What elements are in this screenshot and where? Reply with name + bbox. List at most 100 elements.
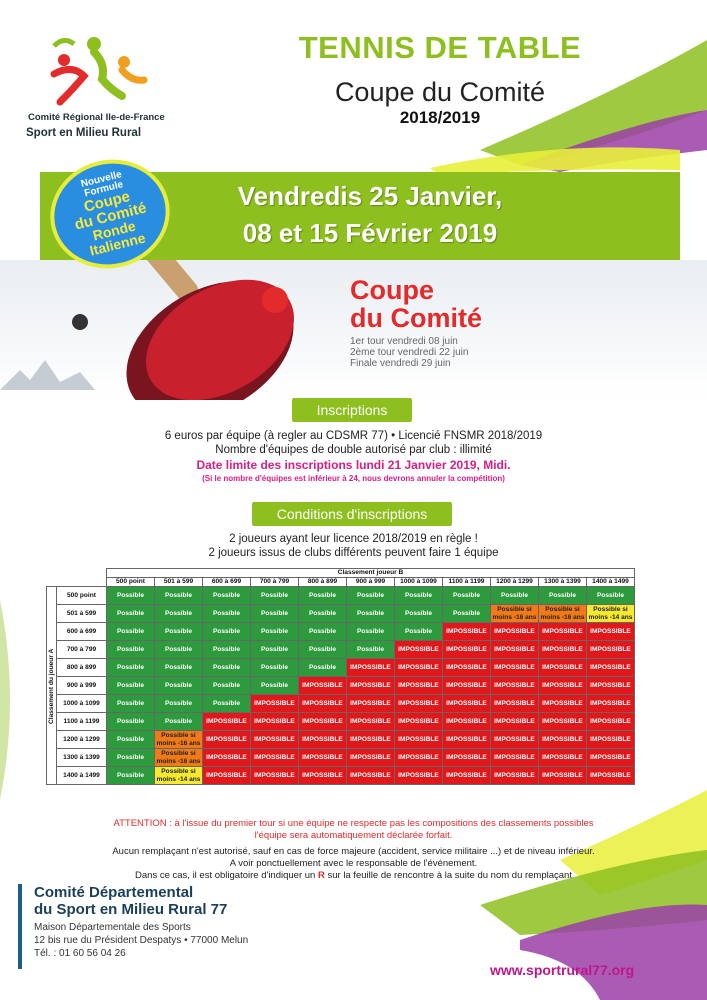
table-cell: Possible	[298, 604, 347, 623]
footer-org2: du Sport en Milieu Rural 77	[34, 901, 228, 918]
table-cell: Possible	[346, 586, 395, 605]
table-cell: Possible	[154, 694, 203, 713]
event-dates-line1: Vendredis 25 Janvier,	[237, 181, 503, 211]
logo-org-line1: Comité Régional Ile-de-France	[28, 112, 165, 123]
attention-line1: ATTENTION : à l'issue du premier tour si…	[113, 818, 594, 829]
row-header: 1400 à 1499	[56, 766, 107, 785]
row-header: 600 à 699	[56, 622, 107, 641]
website-link[interactable]: www.sportrural77.org	[490, 962, 635, 978]
poster-title1: Coupe	[350, 275, 434, 305]
table-cell: IMPOSSIBLE	[442, 748, 491, 767]
table-cell: IMPOSSIBLE	[490, 622, 539, 641]
table-cell: IMPOSSIBLE	[346, 748, 395, 767]
table-cell: IMPOSSIBLE	[202, 712, 251, 731]
row-header: 700 à 799	[56, 640, 107, 659]
deadline: Date limite des inscriptions lundi 21 Ja…	[196, 458, 511, 472]
table-cell: Possible	[250, 676, 299, 695]
table-cell: IMPOSSIBLE	[298, 676, 347, 695]
table-cell: IMPOSSIBLE	[442, 712, 491, 731]
table-cell: Possible	[538, 586, 587, 605]
table-cell: Possible	[202, 658, 251, 677]
table-cell: IMPOSSIBLE	[490, 658, 539, 677]
table-cell: IMPOSSIBLE	[586, 676, 635, 695]
table-cell: Possible	[250, 640, 299, 659]
attention-line2: l'équipe sera automatiquement déclarée f…	[254, 830, 453, 841]
rules-line2: A voir ponctuellement avec le responsabl…	[229, 858, 478, 869]
table-cell: IMPOSSIBLE	[394, 640, 443, 659]
logo-figures-icon	[50, 37, 148, 106]
conditions-text: 2 joueurs ayant leur licence 2018/2019 e…	[0, 532, 707, 560]
col-header: 900 à 999	[346, 577, 395, 587]
col-header: 1100 à 1199	[442, 577, 491, 587]
poster-title: Coupe du Comité	[350, 276, 482, 332]
col-title: Classement joueur B	[106, 568, 635, 578]
table-cell: IMPOSSIBLE	[442, 622, 491, 641]
row-header: 800 à 899	[56, 658, 107, 677]
row-title: Classement du joueur A	[46, 586, 57, 785]
table-cell: IMPOSSIBLE	[298, 694, 347, 713]
col-header: 1200 à 1299	[490, 577, 539, 587]
page-subtitle: Coupe du Comité	[334, 77, 546, 107]
poster-tour2: 2ème tour vendredi 22 juin	[350, 347, 469, 358]
table-cell: IMPOSSIBLE	[538, 640, 587, 659]
table-cell: IMPOSSIBLE	[586, 658, 635, 677]
table-cell: IMPOSSIBLE	[250, 712, 299, 731]
table-cell: Possible	[298, 640, 347, 659]
table-cell: Possible si moins -14 ans	[586, 604, 635, 623]
table-cell: Possible	[202, 640, 251, 659]
ranking-table: Classement joueur B 500 point 501 à 599 600…	[46, 568, 635, 785]
row-header: 1100 à 1199	[56, 712, 107, 731]
poster-tour1: 1er tour vendredi 08 juin	[350, 336, 458, 347]
table-cell: IMPOSSIBLE	[490, 748, 539, 767]
table-cell: Possible	[154, 676, 203, 695]
poster-tour3: Finale vendredi 29 juin	[350, 358, 451, 369]
table-cell: IMPOSSIBLE	[538, 694, 587, 713]
table-cell: Possible	[586, 586, 635, 605]
inscriptions-text: 6 euros par équipe (à regler au CDSMR 77…	[0, 429, 707, 457]
table-cell: Possible	[442, 586, 491, 605]
table-cell: Possible si moins -16 ans	[538, 604, 587, 623]
table-cell: Possible	[202, 604, 251, 623]
table-cell: Possible	[346, 604, 395, 623]
footer-tel: Tél. : 01 60 56 04 26	[34, 948, 126, 959]
table-cell: IMPOSSIBLE	[298, 712, 347, 731]
table-cell: IMPOSSIBLE	[538, 730, 587, 749]
table-cell: IMPOSSIBLE	[346, 712, 395, 731]
table-cell: IMPOSSIBLE	[538, 712, 587, 731]
table-cell: IMPOSSIBLE	[202, 766, 251, 785]
table-cell: Possible	[106, 604, 155, 623]
table-cell: Possible	[106, 694, 155, 713]
rules-line1: Aucun remplaçant n'est autorisé, sauf en…	[112, 846, 595, 857]
table-cell: IMPOSSIBLE	[442, 766, 491, 785]
cancel-note: (Si le nombre d'équipes est inférieur à …	[202, 474, 505, 483]
table-cell: IMPOSSIBLE	[298, 748, 347, 767]
substitution-rules: Aucun remplaçant n'est autorisé, sauf en…	[0, 846, 707, 882]
table-cell: IMPOSSIBLE	[586, 730, 635, 749]
table-cell: IMPOSSIBLE	[490, 766, 539, 785]
conditions-line2: 2 joueurs issus de clubs différents peuv…	[208, 547, 499, 559]
attention-note: ATTENTION : à l'issue du premier tour si…	[0, 818, 707, 842]
conditions-line1: 2 joueurs ayant leur licence 2018/2019 e…	[229, 533, 478, 545]
table-cell: Possible	[202, 694, 251, 713]
table-cell: IMPOSSIBLE	[394, 766, 443, 785]
table-cell: IMPOSSIBLE	[394, 748, 443, 767]
conditions-heading: Conditions d'inscriptions	[252, 502, 452, 526]
table-cell: Possible	[250, 658, 299, 677]
table-cell: Possible	[298, 658, 347, 677]
table-cell: IMPOSSIBLE	[538, 766, 587, 785]
table-cell: IMPOSSIBLE	[586, 622, 635, 641]
event-dates-line2: 08 et 15 Février 2019	[242, 218, 498, 248]
table-cell: Possible si moins -16 ans	[154, 748, 203, 767]
table-cell: IMPOSSIBLE	[586, 640, 635, 659]
table-cell: IMPOSSIBLE	[250, 748, 299, 767]
poster-title2: du Comité	[350, 303, 482, 333]
table-cell: Possible	[250, 586, 299, 605]
corner-cell	[46, 568, 107, 578]
table-cell: IMPOSSIBLE	[250, 730, 299, 749]
table-cell: Possible	[106, 658, 155, 677]
table-cell: Possible	[106, 730, 155, 749]
table-cell: Possible	[346, 640, 395, 659]
table-cell: IMPOSSIBLE	[442, 676, 491, 695]
table-cell: IMPOSSIBLE	[538, 622, 587, 641]
table-cell: Possible	[154, 712, 203, 731]
